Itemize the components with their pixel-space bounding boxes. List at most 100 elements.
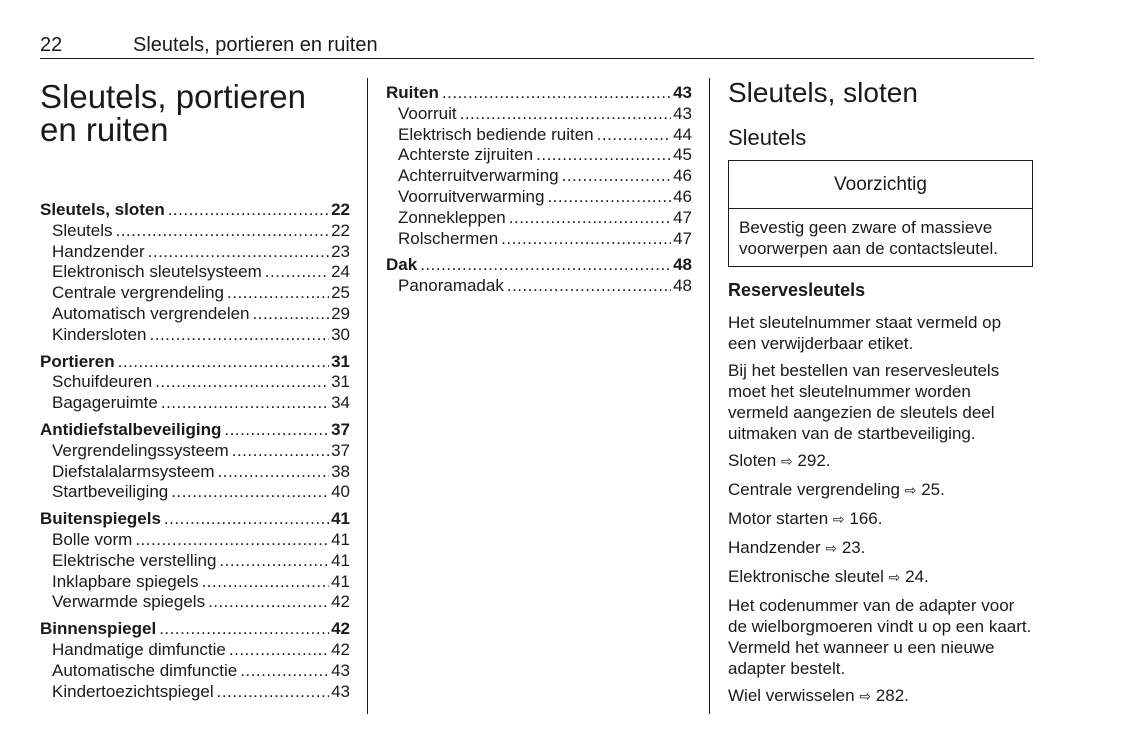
toc-entry-label: Sleutels	[52, 220, 113, 240]
dot-leader	[219, 551, 329, 572]
toc-entry-label: Bagageruimte	[52, 393, 158, 413]
toc-main-entry[interactable]: Antidiefstalbeveiliging 37	[40, 420, 350, 441]
toc-entry-page: 24	[331, 262, 350, 282]
toc-entry-page: 30	[331, 324, 350, 344]
section-title: Sleutels, sloten	[728, 77, 918, 108]
toc-entry-page: 46	[673, 166, 692, 186]
section-body: Reservesleutels Het sleutelnummer staat …	[728, 279, 1034, 714]
column-divider	[709, 78, 710, 714]
toc-entry-page: 31	[331, 351, 350, 371]
paragraph: Bij het bestellen van reservesleutels mo…	[728, 361, 1000, 443]
toc-entry[interactable]: Schuifdeuren 31	[40, 372, 350, 393]
toc-entry[interactable]: Automatisch vergrendelen 29	[40, 304, 350, 325]
toc-entry[interactable]: Bagageruimte 34	[40, 393, 350, 414]
toc-entry-page: 22	[331, 220, 350, 240]
toc-entry-label: Rolschermen	[398, 228, 499, 248]
toc-entry-label: Sleutels, sloten	[40, 200, 165, 219]
toc-entry[interactable]: Zonnekleppen 47	[386, 208, 692, 229]
dot-leader	[171, 482, 329, 503]
toc-entry-label: Elektrische verstelling	[52, 550, 217, 570]
dot-leader	[208, 592, 329, 613]
reference-text: Elektronische sleutel	[728, 567, 884, 586]
toc-entry-label: Automatisch vergrendelen	[52, 303, 250, 323]
chapter-title: Sleutels, portieren en ruiten	[40, 80, 350, 146]
toc-entry[interactable]: Kindersloten 30	[40, 325, 350, 346]
dot-leader	[253, 304, 330, 325]
toc-entry[interactable]: Kindertoezichtspiegel 43	[40, 682, 350, 703]
toc-entry[interactable]: Achterruitverwarming 46	[386, 166, 692, 187]
toc-main-entry[interactable]: Sleutels, sloten 22	[40, 200, 350, 221]
toc-entry[interactable]: Automatische dimfunctie 43	[40, 661, 350, 682]
dot-leader	[164, 509, 329, 530]
toc-entry-label: Buitenspiegels	[40, 509, 161, 529]
toc-main-entry[interactable]: Binnenspiegel 42	[40, 619, 350, 640]
toc-main-entry[interactable]: Portieren 31	[40, 352, 350, 373]
dot-leader	[201, 572, 329, 593]
reference-text: Wiel verwisselen	[728, 686, 855, 705]
toc-entry[interactable]: Elektrisch bediende ruiten 44	[386, 125, 692, 146]
cross-reference[interactable]: Centrale vergrendeling ⇨ 25.	[728, 479, 1034, 502]
toc-entry-label: Bolle vorm	[52, 529, 133, 549]
toc-entry[interactable]: Startbeveiliging 40	[40, 482, 350, 503]
toc-entry[interactable]: Vergrendelingssysteem 37	[40, 441, 350, 462]
cross-reference[interactable]: Wiel verwisselen ⇨ 282.	[728, 685, 1034, 708]
toc-entry-label: Handmatige dimfunctie	[52, 639, 226, 659]
toc-entry[interactable]: Panoramadak 48	[386, 276, 692, 297]
toc-entry[interactable]: Handzender 23	[40, 242, 350, 263]
toc-entry[interactable]: Sleutels 22	[40, 221, 350, 242]
toc-entry[interactable]: Diefstalalarmsysteem 38	[40, 462, 350, 483]
dot-leader	[159, 619, 329, 640]
dot-leader	[420, 255, 671, 276]
dot-leader	[501, 229, 671, 250]
dot-leader	[218, 462, 330, 483]
cross-reference[interactable]: Sloten ⇨ 292.	[728, 450, 1034, 473]
toc-entry-page: 42	[331, 619, 350, 639]
toc-entry[interactable]: Verwarmde spiegels 42	[40, 592, 350, 613]
column-divider	[367, 78, 368, 714]
toc-entry-page: 23	[331, 241, 350, 261]
dot-leader	[442, 83, 671, 104]
toc-entry[interactable]: Inklapbare spiegels 41	[40, 572, 350, 593]
toc-entry-page: 45	[673, 145, 692, 165]
toc-entry-page: 34	[331, 393, 350, 413]
reference-text: Motor starten	[728, 509, 829, 528]
page-number: 22	[40, 34, 63, 56]
toc-entry-page: 46	[673, 186, 692, 206]
dot-leader	[227, 283, 329, 304]
toc-main-entry[interactable]: Buitenspiegels 41	[40, 509, 350, 530]
dot-leader	[115, 221, 329, 242]
dot-leader	[168, 200, 329, 221]
toc-main-entry[interactable]: Ruiten 43	[386, 83, 692, 104]
toc-main-entry[interactable]: Dak 48	[386, 255, 692, 276]
toc-entry-label: Achterste zijruiten	[398, 145, 534, 165]
cross-reference[interactable]: Motor starten ⇨ 166.	[728, 508, 1034, 531]
toc-entry-page: 44	[673, 124, 692, 144]
toc-entry[interactable]: Elektrische verstelling 41	[40, 551, 350, 572]
toc-entry[interactable]: Achterste zijruiten 45	[386, 145, 692, 166]
column-3: Sleutels, sloten Sleutels	[728, 77, 1034, 151]
toc-entry-label: Startbeveiliging	[52, 482, 169, 502]
dot-leader	[161, 393, 329, 414]
toc-entry[interactable]: Handmatige dimfunctie 42	[40, 640, 350, 661]
toc-entry-page: 43	[673, 83, 692, 102]
toc-entry-page: 37	[331, 440, 350, 460]
toc-entry-page: 29	[331, 303, 350, 323]
toc-entry-label: Elektrisch bediende ruiten	[398, 124, 594, 144]
toc-entry[interactable]: Bolle vorm 41	[40, 530, 350, 551]
caution-text: Bevestig geen zware of massieve voorwerp…	[739, 218, 998, 258]
cross-reference[interactable]: Elektronische sleutel ⇨ 24.	[728, 566, 1034, 589]
toc-entry[interactable]: Voorruitverwarming 46	[386, 187, 692, 208]
caution-heading: Voorzichtig	[729, 161, 1032, 209]
toc-entry[interactable]: Elektronisch sleutelsysteem 24	[40, 262, 350, 283]
toc-entry[interactable]: Centrale vergrendeling 25	[40, 283, 350, 304]
toc-entry-label: Schuifdeuren	[52, 372, 153, 392]
toc-entry[interactable]: Voorruit 43	[386, 104, 692, 125]
dot-leader	[224, 420, 329, 441]
toc-entry-label: Vergrendelingssysteem	[52, 440, 229, 460]
cross-reference[interactable]: Handzender ⇨ 23.	[728, 537, 1034, 560]
toc-entry-label: Verwarmde spiegels	[52, 592, 206, 612]
toc-entry-page: 25	[331, 283, 350, 303]
dot-leader	[135, 530, 329, 551]
section-subtitle: Sleutels	[728, 125, 807, 150]
toc-entry[interactable]: Rolschermen 47	[386, 229, 692, 250]
